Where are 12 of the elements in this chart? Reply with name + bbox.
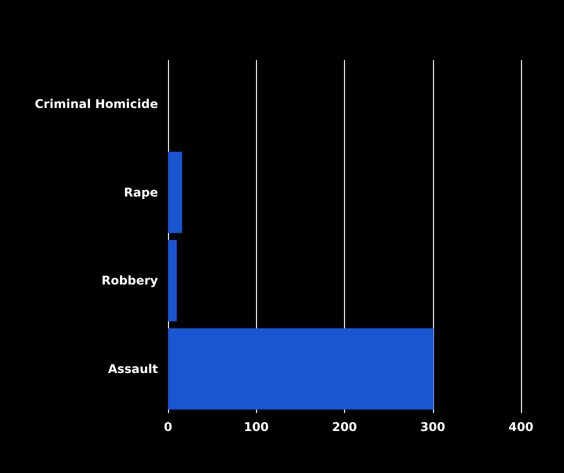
bar — [168, 152, 182, 233]
bar — [168, 328, 434, 410]
x-tick-label: 400 — [508, 420, 534, 434]
y-tick-label: Assault — [108, 362, 158, 376]
y-tick-label: Criminal Homicide — [34, 97, 158, 112]
y-tick-label: Robbery — [101, 274, 158, 288]
y-tick-label: Rape — [124, 185, 158, 200]
bar — [168, 240, 177, 322]
x-tick-label: 0 — [164, 420, 172, 434]
x-tick-label: 300 — [420, 420, 446, 434]
x-tick-label: 200 — [332, 420, 358, 434]
x-tick-label: 100 — [244, 420, 269, 434]
